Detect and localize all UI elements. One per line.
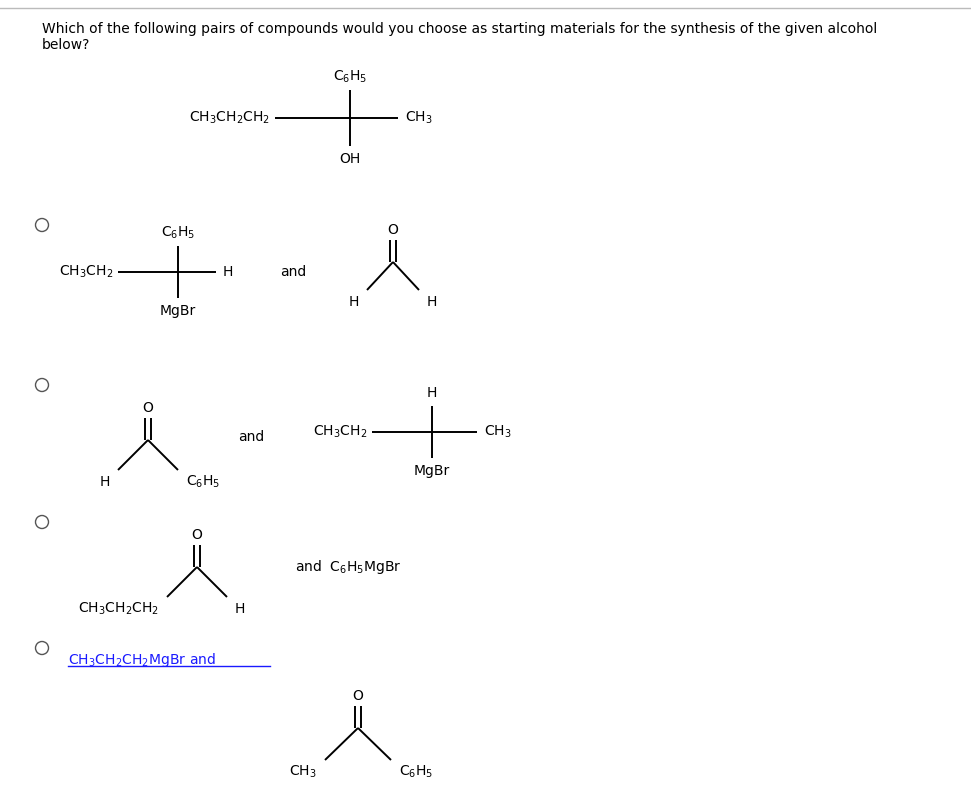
Text: $\mathregular{C_6H_5}$: $\mathregular{C_6H_5}$ (399, 764, 433, 780)
Text: $\mathregular{C_6H_5}$: $\mathregular{C_6H_5}$ (333, 69, 367, 85)
Text: $\mathregular{CH_3CH_2CH_2MgBr\ and}$: $\mathregular{CH_3CH_2CH_2MgBr\ and}$ (68, 651, 216, 669)
Text: and: and (238, 430, 264, 444)
Text: $\mathregular{CH_3CH_2CH_2}$: $\mathregular{CH_3CH_2CH_2}$ (188, 110, 270, 127)
Text: O: O (143, 401, 153, 415)
Text: Which of the following pairs of compounds would you choose as starting materials: Which of the following pairs of compound… (42, 22, 877, 36)
Text: $\mathregular{C_6H_5}$: $\mathregular{C_6H_5}$ (161, 225, 195, 241)
Text: $\mathregular{C_6H_5}$: $\mathregular{C_6H_5}$ (186, 474, 220, 490)
Text: $\mathregular{CH_3CH_2CH_2}$: $\mathregular{CH_3CH_2CH_2}$ (78, 601, 159, 617)
Text: and: and (280, 265, 306, 279)
Text: and  $\mathregular{C_6H_5MgBr}$: and $\mathregular{C_6H_5MgBr}$ (295, 558, 402, 576)
Text: $\mathregular{CH_3}$: $\mathregular{CH_3}$ (289, 764, 317, 780)
Text: O: O (387, 223, 398, 237)
Text: below?: below? (42, 38, 90, 52)
Text: MgBr: MgBr (414, 464, 451, 478)
Text: H: H (223, 265, 233, 279)
Text: MgBr: MgBr (160, 304, 196, 318)
Text: $\mathregular{CH_3CH_2}$: $\mathregular{CH_3CH_2}$ (313, 424, 367, 441)
Text: OH: OH (340, 152, 360, 166)
Text: H: H (427, 295, 437, 309)
Text: $\mathregular{CH_3CH_2}$: $\mathregular{CH_3CH_2}$ (58, 264, 113, 280)
Text: H: H (100, 475, 110, 489)
Text: H: H (427, 386, 437, 400)
Text: $\mathregular{CH_3}$: $\mathregular{CH_3}$ (405, 110, 433, 127)
Text: $\mathregular{CH_3}$: $\mathregular{CH_3}$ (484, 424, 512, 441)
Text: H: H (349, 295, 359, 309)
Text: O: O (191, 528, 202, 542)
Text: O: O (352, 689, 363, 703)
Text: H: H (235, 602, 246, 616)
